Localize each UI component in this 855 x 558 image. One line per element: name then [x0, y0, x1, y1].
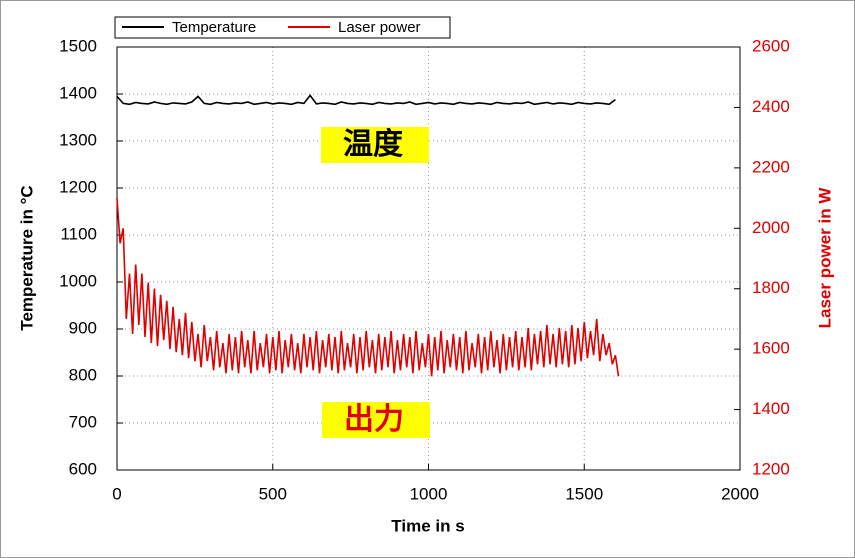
- y-axis-title: Temperature in °C: [17, 185, 36, 330]
- y2-tick-label: 2400: [752, 97, 790, 116]
- y2-tick-label: 2000: [752, 218, 790, 237]
- x-tick-label: 500: [259, 484, 287, 503]
- y-tick-label: 1500: [59, 36, 97, 55]
- y-tick-label: 1000: [59, 271, 97, 290]
- y2-tick-label: 1200: [752, 459, 790, 478]
- y-tick-label: 1300: [59, 130, 97, 149]
- x-tick-label: 1500: [565, 484, 603, 503]
- y2-tick-label: 1800: [752, 278, 790, 297]
- annotation-box: [321, 127, 429, 163]
- y2-axis-title: Laser power in W: [815, 187, 834, 329]
- legend-box: [114, 16, 451, 39]
- y-tick-label: 800: [69, 365, 97, 384]
- y2-tick-label: 1400: [752, 399, 790, 418]
- y-tick-label: 900: [69, 318, 97, 337]
- x-tick-label: 1000: [410, 484, 448, 503]
- y2-tick-label: 2600: [752, 36, 790, 55]
- series-line: [116, 198, 620, 377]
- y-tick-label: 700: [69, 412, 97, 431]
- y2-tick-label: 2200: [752, 157, 790, 176]
- annotation: 温度: [343, 128, 403, 161]
- plot-border: [116, 46, 741, 471]
- annotation: 出力: [344, 403, 404, 436]
- y2-tick-label: 1600: [752, 339, 790, 358]
- legend-label: Temperature: [172, 19, 256, 36]
- annotation-box: [322, 402, 430, 438]
- x-tick-label: 2000: [721, 484, 759, 503]
- y-tick-label: 1100: [60, 224, 97, 243]
- y-tick-label: 1400: [59, 83, 97, 102]
- x-tick-label: 0: [112, 484, 121, 503]
- x-axis-title: Time in s: [391, 516, 464, 535]
- y-tick-label: 600: [69, 459, 97, 478]
- series-line: [116, 94, 616, 106]
- y-tick-label: 1200: [59, 177, 97, 196]
- legend-label: Laser power: [338, 19, 421, 36]
